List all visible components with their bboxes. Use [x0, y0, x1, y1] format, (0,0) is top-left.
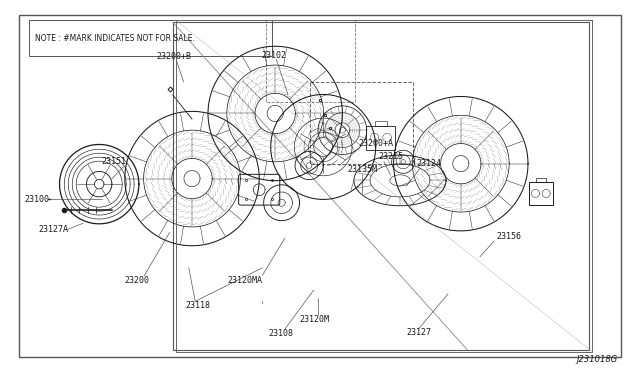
Bar	[366, 125, 396, 150]
Bar	[375, 121, 387, 126]
Text: 23200+B: 23200+B	[157, 52, 192, 61]
Text: 23200: 23200	[125, 276, 150, 285]
Text: J231018G: J231018G	[577, 355, 618, 364]
Text: 23156: 23156	[496, 232, 521, 241]
Text: 23108: 23108	[269, 329, 294, 338]
Text: 23135M: 23135M	[348, 165, 378, 174]
Text: 23120MA: 23120MA	[227, 276, 262, 285]
Text: 23120M: 23120M	[300, 315, 330, 324]
Text: NOTE : #MARK INDICATES NOT FOR SALE.: NOTE : #MARK INDICATES NOT FOR SALE.	[35, 33, 195, 43]
Text: 23100: 23100	[24, 195, 49, 203]
Text: 23200+A: 23200+A	[358, 139, 394, 148]
Bar	[529, 182, 553, 205]
Text: 23118: 23118	[186, 301, 211, 310]
Text: 23127: 23127	[406, 328, 431, 337]
Bar	[29, 20, 272, 56]
Text: 23102: 23102	[261, 51, 286, 60]
Text: 23215: 23215	[379, 152, 404, 161]
Bar	[536, 178, 546, 182]
Text: 23151: 23151	[101, 157, 126, 166]
Bar	[266, 20, 355, 102]
Text: 23127A: 23127A	[38, 225, 68, 234]
Text: 23124: 23124	[416, 159, 441, 168]
Bar	[310, 82, 413, 164]
